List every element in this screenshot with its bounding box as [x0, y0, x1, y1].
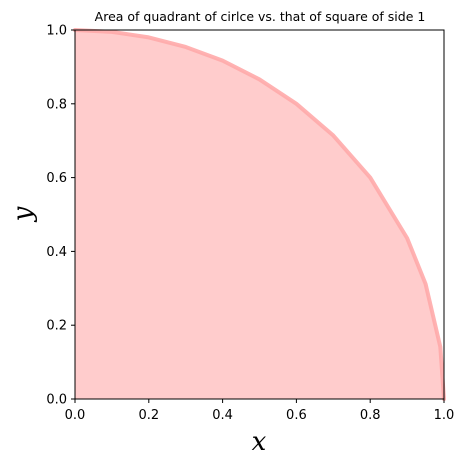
y-tick-label: 0.4: [46, 245, 67, 260]
x-tick-label: 0.2: [138, 408, 159, 423]
x-axis-label: x: [252, 427, 267, 457]
x-tick-label: 0.4: [212, 408, 233, 423]
x-tick-label: 1.0: [434, 408, 455, 423]
y-tick-label: 0.8: [46, 97, 67, 112]
y-tick-label: 1.0: [46, 24, 67, 39]
area-line-0: [73, 28, 446, 401]
plot-area: 0.0 0.2 0.4 0.6 0.8 1.0 0.0 0.2 0.4 0.6 0.8 1.0: [46, 24, 454, 424]
axes-frame: [74, 29, 445, 400]
area-fill-0: [75, 30, 444, 399]
x-tick-label: 0.8: [360, 408, 381, 423]
y-axis-label: y: [8, 206, 38, 222]
y-tick-label: 0.2: [46, 319, 67, 334]
y-tick-label: 0.6: [46, 171, 67, 186]
x-tick-label: 0.0: [65, 408, 86, 423]
y-tick-label: 0.0: [46, 393, 67, 408]
chart-title: Area of quadrant of cirlce vs. that of s…: [95, 9, 426, 24]
x-tick-label: 0.6: [286, 408, 307, 423]
